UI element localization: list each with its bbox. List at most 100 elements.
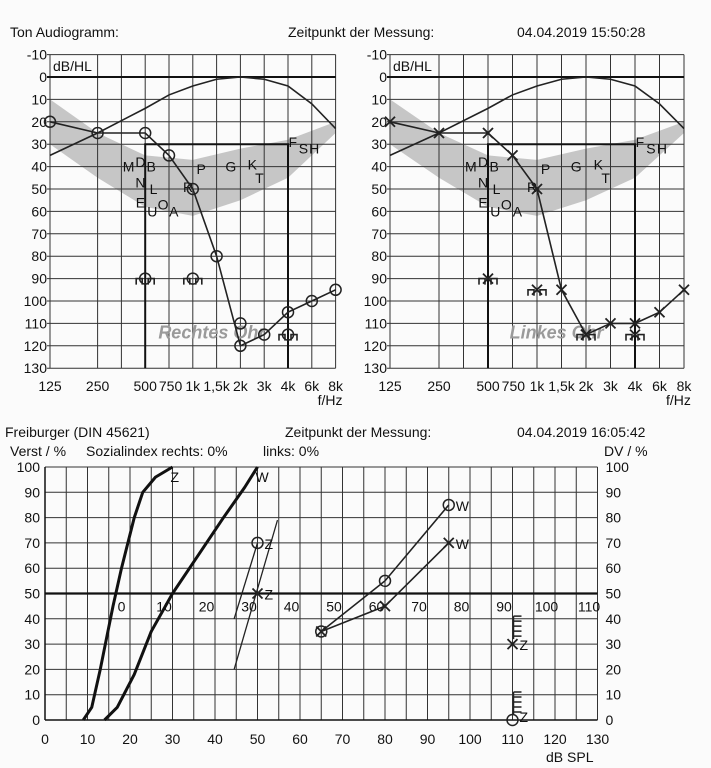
phoneme-label: D bbox=[135, 154, 145, 170]
ear-watermark: Linkes Ohr bbox=[510, 322, 605, 342]
air-conduction-circle-marker bbox=[91, 126, 104, 140]
y-tick-label: 30 bbox=[371, 136, 387, 152]
hearing-loss-tick-label: 100 bbox=[535, 599, 559, 615]
air-conduction-circle-marker bbox=[305, 294, 319, 308]
hearing-loss-tick-label: 0 bbox=[118, 599, 126, 615]
y-tick-label: 10 bbox=[31, 91, 47, 107]
phoneme-label: U bbox=[147, 203, 157, 219]
social-index-right: Sozialindex rechts: 0% bbox=[86, 443, 228, 459]
y-tick-label: 100 bbox=[17, 459, 41, 475]
phoneme-label: B bbox=[146, 159, 155, 175]
air-conduction-circle-marker bbox=[138, 126, 152, 140]
x-tick-label: 500 bbox=[476, 378, 500, 394]
speech-series-label: Z bbox=[520, 709, 529, 725]
air-conduction-x-marker bbox=[531, 183, 543, 195]
y-tick-label: 10 bbox=[371, 91, 387, 107]
y-tick-label: 50 bbox=[371, 181, 387, 197]
bone-conduction-bone-bracket bbox=[576, 333, 596, 341]
reference-box bbox=[144, 143, 289, 369]
speech-right-circle-marker bbox=[378, 574, 392, 588]
y-tick-label: 20 bbox=[31, 114, 47, 130]
x-axis-label: f/Hz bbox=[666, 392, 691, 408]
x-tick-label: 130 bbox=[586, 731, 610, 747]
speech-left-x-marker bbox=[443, 537, 455, 549]
reference-box bbox=[487, 143, 636, 369]
y-tick-label: 10 bbox=[24, 687, 40, 703]
x-tick-label: 250 bbox=[86, 378, 110, 394]
phoneme-label: N bbox=[478, 174, 488, 190]
y2-tick-label: 20 bbox=[606, 661, 622, 677]
y-tick-label: 110 bbox=[365, 315, 388, 331]
x-tick-label: 1k bbox=[185, 378, 201, 394]
x-tick-label: 750 bbox=[502, 378, 526, 394]
y2-tick-label: 50 bbox=[606, 586, 622, 602]
normal-curve-label: W bbox=[256, 469, 270, 485]
phoneme-label: E bbox=[478, 194, 487, 210]
speech-series-label: Z bbox=[520, 637, 529, 653]
x-tick-label: 120 bbox=[543, 731, 567, 747]
air-conduction-circle-marker bbox=[43, 115, 57, 129]
y2-tick-label: 60 bbox=[606, 560, 622, 576]
hearing-loss-tick-label: 50 bbox=[326, 599, 342, 615]
x-tick-label: 40 bbox=[207, 731, 223, 747]
x-tick-label: 1,5k bbox=[203, 378, 230, 394]
x-tick-label: 10 bbox=[80, 731, 96, 747]
x-tick-label: 750 bbox=[159, 378, 183, 394]
y-axis-label: dB/HL bbox=[393, 58, 432, 74]
normal-hearing-curve bbox=[49, 76, 337, 157]
air-conduction-circle-marker bbox=[210, 249, 223, 263]
phoneme-label: F bbox=[288, 134, 297, 150]
right-ear-audiogram: -10 0 10 20 30 40 50 60 70 80 90 100 110 120 130 dB/HL 1… bbox=[24, 47, 344, 408]
bone-conduction-bone-bracket bbox=[135, 277, 155, 285]
speech-right-circle-marker bbox=[506, 713, 519, 727]
speech-left-x-marker bbox=[506, 638, 519, 650]
x-tick-label: 0 bbox=[41, 731, 49, 747]
phoneme-label: O bbox=[501, 197, 512, 213]
phoneme-label: M bbox=[123, 159, 135, 175]
x-tick-label: 1k bbox=[530, 378, 546, 394]
hearing-loss-tick-label: 40 bbox=[284, 599, 300, 615]
phoneme-label: N bbox=[135, 174, 145, 190]
x-axis-label: dB SPL bbox=[546, 749, 594, 765]
phoneme-label: T bbox=[601, 170, 610, 186]
phoneme-label: D bbox=[478, 154, 488, 170]
x-axis-label: f/Hz bbox=[318, 392, 343, 408]
phoneme-label: L bbox=[150, 181, 158, 197]
y2-tick-label: 0 bbox=[606, 712, 614, 728]
speech-left-x-marker bbox=[251, 587, 264, 600]
speech-y-axis-label: Verst / % bbox=[10, 443, 66, 459]
speech-series-label: Z bbox=[265, 536, 274, 552]
x-tick-label: 50 bbox=[250, 731, 266, 747]
ear-watermark: Rechtes Ohr bbox=[158, 322, 266, 342]
air-conduction-x-marker bbox=[678, 284, 690, 296]
air-conduction-x-marker bbox=[653, 306, 666, 318]
y-tick-label: 80 bbox=[371, 248, 387, 264]
bone-conduction-bone-bracket bbox=[478, 277, 498, 285]
y-tick-label: 30 bbox=[31, 136, 47, 152]
air-conduction-x-marker bbox=[506, 149, 519, 162]
y-tick-label: 100 bbox=[364, 293, 388, 309]
phoneme-label: P bbox=[196, 161, 205, 177]
phoneme-label: K bbox=[594, 156, 604, 172]
x-tick-label: 250 bbox=[427, 378, 451, 394]
air-conduction-circle-marker bbox=[186, 182, 200, 196]
y-tick-label: -10 bbox=[367, 47, 387, 63]
reference-line bbox=[233, 542, 259, 619]
air-conduction-x-marker bbox=[604, 317, 617, 330]
y-tick-label: 70 bbox=[24, 535, 40, 551]
y-tick-label: 30 bbox=[24, 636, 40, 652]
phoneme-label: M bbox=[465, 159, 477, 175]
air-conduction-x-marker bbox=[384, 116, 396, 128]
air-conduction-circle-marker bbox=[234, 339, 247, 353]
y-tick-label: 0 bbox=[39, 69, 47, 85]
bone-conduction-bone-bracket bbox=[625, 333, 645, 341]
phoneme-label: B bbox=[489, 159, 498, 175]
normal-curve-w bbox=[103, 466, 259, 722]
x-tick-label: 3k bbox=[257, 378, 273, 394]
x-tick-label: 125 bbox=[38, 378, 62, 394]
speech-test-title: Freiburger (DIN 45621) bbox=[5, 424, 150, 440]
phoneme-label: R bbox=[527, 179, 537, 195]
air-conduction-circle-marker bbox=[329, 283, 342, 297]
audiogram-title: Ton Audiogramm: bbox=[10, 24, 119, 40]
y2-tick-label: 30 bbox=[606, 636, 622, 652]
